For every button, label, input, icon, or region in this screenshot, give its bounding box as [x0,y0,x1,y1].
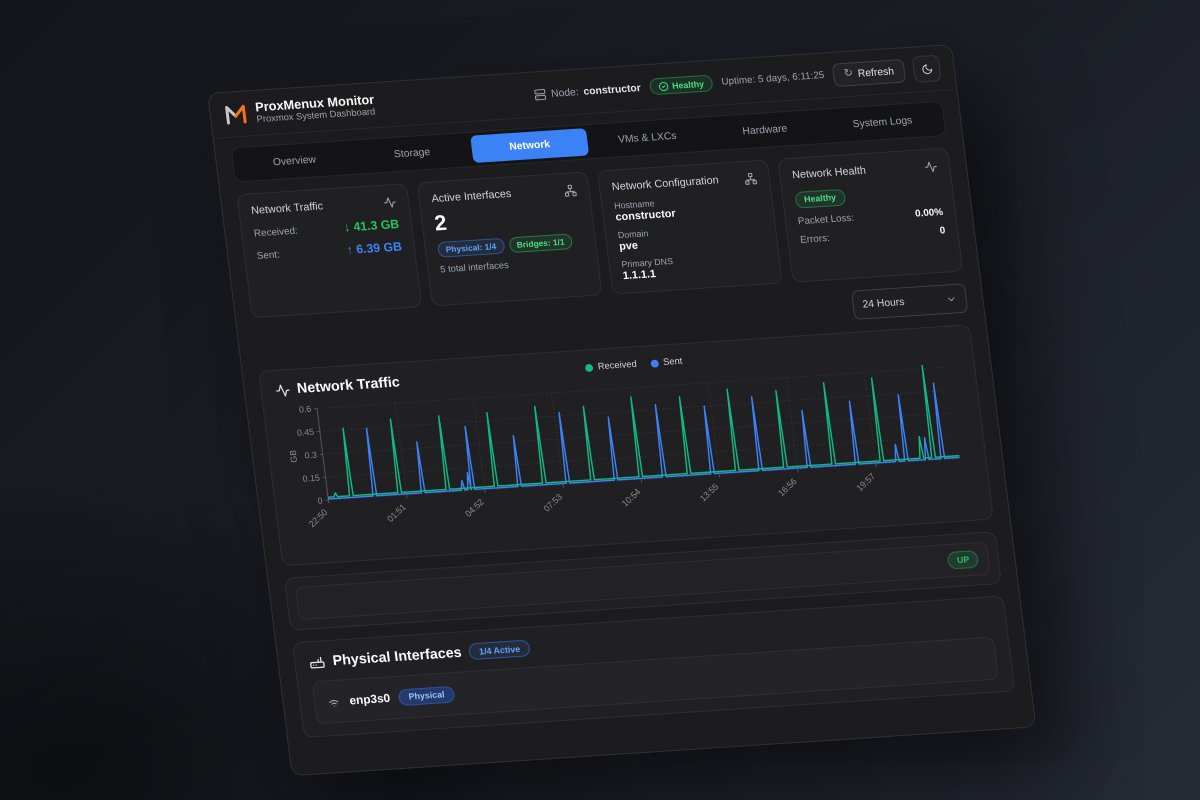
network-traffic-card: Network Traffic Received: ↓ 41.3 GB Sent… [236,183,423,319]
svg-text:19:57: 19:57 [854,471,877,493]
received-label: Received: [253,225,299,239]
dashboard-window: ProxMenux Monitor Proxmox System Dashboa… [207,43,1037,777]
packet-loss-value: 0.00% [914,206,944,220]
node-indicator: Node: constructor [534,81,642,101]
interface-row-enp3s0[interactable]: enp3s0 Physical [311,636,999,725]
svg-text:GB: GB [288,450,300,463]
tab-overview[interactable]: Overview [272,153,317,169]
brand: ProxMenux Monitor Proxmox System Dashboa… [223,91,376,127]
node-label: Node: [550,85,580,100]
svg-text:10:54: 10:54 [620,486,643,508]
traffic-line-chart: 22:50 01:51 04:52 07:53 10:54 13:55 16:56 19:57… [288,364,960,529]
active-interfaces-card: Active Interfaces 2 Physical: 1/4 Bridge… [416,171,603,307]
interface-name: enp3s0 [348,691,391,708]
physical-interfaces-card: Physical Interfaces 1/4 Active enp3s0 Ph… [291,595,1016,739]
moon-icon [920,63,933,75]
proxmenux-logo-icon [223,103,249,126]
check-circle-icon [658,81,669,91]
errors-label: Errors: [799,232,831,246]
total-interfaces-text: 5 total interfaces [439,260,510,276]
legend-dot-sent [649,359,659,368]
activity-icon [383,196,397,210]
svg-text:0: 0 [317,496,323,506]
refresh-icon: ↻ [843,67,854,80]
sent-label: Sent: [256,249,281,262]
node-name: constructor [582,81,642,98]
tab-storage[interactable]: Storage [393,146,431,161]
network-icon [743,172,758,186]
activity-icon [924,160,938,174]
card-title: Network Configuration [611,174,720,194]
time-range-select[interactable]: 24 Hours [850,283,969,320]
refresh-button[interactable]: ↻ Refresh [831,58,907,87]
header: ProxMenux Monitor Proxmox System Dashboa… [208,45,957,139]
theme-toggle-button[interactable] [911,54,942,83]
svg-text:0.15: 0.15 [302,473,320,484]
svg-text:16:56: 16:56 [776,476,799,498]
stat-cards-row: Network Traffic Received: ↓ 41.3 GB Sent… [236,147,964,319]
tab-hardware[interactable]: Hardware [741,122,788,138]
interface-type-badge: Physical [397,685,456,706]
card-title: Active Interfaces [430,188,513,206]
sent-value: ↑ 6.39 GB [345,239,403,257]
svg-text:13:55: 13:55 [698,481,721,503]
activity-icon [275,382,292,398]
wifi-icon [326,694,341,709]
section-title: Physical Interfaces [331,644,463,669]
chevron-down-icon [945,293,957,304]
tab-system-logs[interactable]: System Logs [851,114,913,131]
card-title: Network Health [791,164,867,182]
bridges-count-badge: Bridges: 1/1 [508,233,574,254]
svg-text:0.3: 0.3 [304,450,318,461]
legend-sent: Sent [649,356,683,369]
health-status-badge: Healthy [648,74,714,96]
network-traffic-chart-card: Network Traffic Received Sent 22:50 01:51… [258,324,994,567]
up-status-badge: UP [947,550,980,570]
network-health-card: Network Health Healthy Packet Loss: 0.00… [777,147,964,283]
router-icon [308,654,326,671]
chart-title: Network Traffic [296,374,401,397]
svg-text:22:50: 22:50 [307,507,330,529]
svg-text:0.45: 0.45 [296,427,314,438]
received-value: ↓ 41.3 GB [343,217,400,235]
svg-text:07:53: 07:53 [541,492,564,514]
network-configuration-card: Network Configuration Hostname construct… [597,159,783,295]
range-select-row: 24 Hours [253,283,969,359]
server-icon [534,88,547,100]
errors-value: 0 [939,225,946,237]
uptime-text: Uptime: 5 days, 6:11:25 [720,70,825,88]
svg-text:04:52: 04:52 [463,497,486,519]
active-count-badge: 1/4 Active [468,639,531,661]
svg-text:0.6: 0.6 [298,404,312,415]
active-interfaces-count: 2 [433,210,449,236]
health-status-badge: Healthy [794,188,846,209]
legend-dot-received [584,363,594,372]
tab-vms-lxcs[interactable]: VMs & LXCs [617,130,678,146]
card-title: Network Traffic [250,200,324,217]
network-icon [563,184,577,198]
tab-network[interactable]: Network [470,128,590,164]
packet-loss-label: Packet Loss: [797,212,855,227]
header-controls: Node: constructor Healthy Uptime: 5 days… [533,54,942,108]
physical-count-badge: Physical: 1/4 [436,238,506,258]
svg-text:01:51: 01:51 [385,502,408,524]
